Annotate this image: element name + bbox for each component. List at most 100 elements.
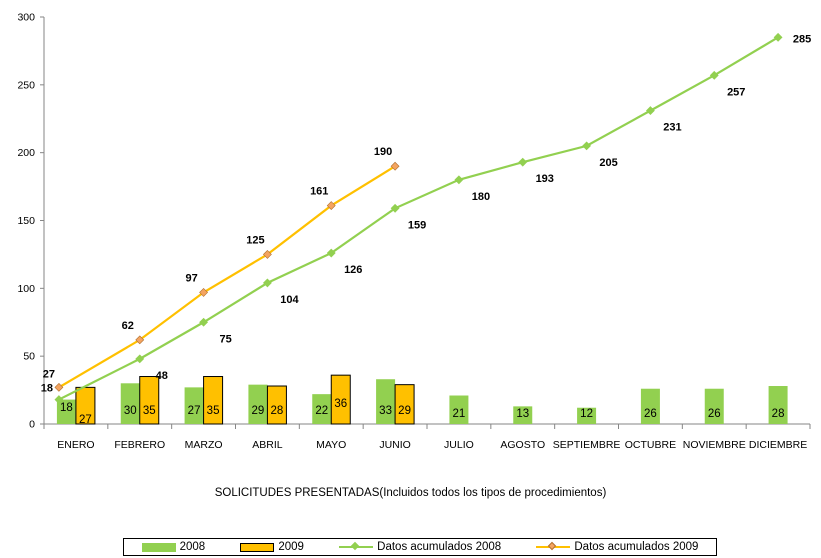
legend-item-2009: 2009 (240, 541, 304, 553)
y-tick-label: 50 (23, 351, 35, 363)
bar-label-2009: 35 (207, 405, 220, 417)
legend-label-acum-2009: Datos acumulados 2009 (574, 541, 699, 553)
x-tick-label: AGOSTO (500, 439, 545, 451)
acum-2008-data-label: 75 (219, 333, 231, 345)
bar-2009 (266, 385, 287, 425)
legend-swatch-acum-2009 (536, 541, 571, 552)
bar-label-2008: 29 (252, 405, 265, 417)
acum-2008-data-label: 205 (599, 157, 617, 169)
x-tick-label: NOVIEMBRE (683, 439, 746, 451)
bar-label-2009: 28 (271, 405, 284, 417)
x-tick-label: MARZO (185, 439, 223, 451)
x-tick-label: MAYO (316, 439, 346, 451)
acum-2008-point (645, 106, 655, 116)
bar-2008 (704, 388, 724, 424)
bar-2009 (139, 376, 160, 425)
bar-2009 (203, 376, 224, 425)
acum-2008-point (135, 354, 145, 364)
chart-axes: 0 50 100 150 200 250 300 ENERO FEBRERO MARZO ABRIL… (17, 12, 811, 451)
legend-label-2008: 2008 (179, 541, 206, 553)
y-tick-label: 300 (17, 12, 35, 24)
bar-2008 (376, 379, 396, 424)
acum-2009-data-label: 161 (310, 186, 328, 198)
acum-2008-data-label: 104 (280, 294, 299, 306)
acum-2008-data-label: 257 (727, 86, 745, 98)
bar-label-2009: 35 (143, 405, 156, 417)
y-tick-label: 200 (17, 147, 35, 159)
y-tick-label: 0 (29, 419, 35, 431)
acum-2008-point (454, 175, 464, 185)
acum-2008-data-label: 193 (536, 173, 554, 185)
bar-2008 (184, 387, 204, 424)
acum-2009-point (326, 201, 336, 211)
legend-swatch-acum-2008 (339, 541, 374, 552)
x-tick-label: JUNIO (379, 439, 411, 451)
acum-2008-point (709, 70, 719, 80)
x-tick-label: OCTUBRE (625, 439, 676, 451)
acum-2008-point (326, 248, 336, 258)
acum-2009-data-label: 27 (43, 368, 55, 380)
x-tick-label: JULIO (444, 439, 474, 451)
legend-swatch-2009 (240, 542, 275, 552)
x-tick-label: FEBRERO (114, 439, 165, 451)
chart-bars (56, 374, 788, 425)
bar-label-2008: 22 (315, 405, 328, 417)
acum-2009-point (199, 287, 209, 297)
acum-2009-point (135, 335, 145, 345)
acum-2009-data-label: 125 (246, 234, 264, 246)
bar-label-2009: 29 (398, 405, 411, 417)
legend-swatch-2008 (141, 542, 176, 552)
bar-label-2008: 26 (644, 408, 657, 420)
acum-2008-point (199, 317, 209, 327)
bar-2008 (768, 386, 788, 424)
x-tick-label: ABRIL (252, 439, 283, 451)
bar-label-2008: 12 (580, 408, 593, 420)
acum-2008-point (262, 278, 272, 288)
y-tick-label: 100 (17, 283, 35, 295)
acum-2008-point (54, 395, 64, 405)
acum-2008-data-label: 126 (344, 264, 362, 276)
x-tick-label: DICIEMBRE (749, 439, 807, 451)
x-tick-label: ENERO (57, 439, 94, 451)
x-tick-label: SEPTIEMBRE (553, 439, 621, 451)
bar-label-2008: 27 (188, 405, 201, 417)
x-axis-title: SOLICITUDES PRESENTADAS(Incluidos todos … (214, 487, 607, 499)
acum-2008-point (582, 141, 592, 151)
bar-label-2008: 33 (379, 405, 392, 417)
acum-2008-data-label: 180 (472, 191, 490, 203)
chart-legend: 2008 2009 Datos acumulados 2008 Datos ac… (123, 538, 717, 556)
bar-2008 (513, 406, 533, 424)
bar-label-2008: 30 (124, 405, 137, 417)
bar-2008 (120, 383, 140, 424)
y-tick-label: 250 (17, 79, 35, 91)
acum-2009-data-label: 62 (122, 320, 134, 332)
legend-item-2008: 2008 (141, 541, 206, 553)
bar-label-2009: 27 (79, 414, 92, 426)
acum-2009-data-label: 190 (374, 146, 392, 158)
bar-label-2008: 18 (60, 402, 73, 414)
chart-data-labels: 18 27 30 35 27 35 29 28 22 36 33 29 21 13 12 26 26 28 18 48… (41, 33, 811, 426)
acum-2009-point (54, 382, 64, 392)
bar-label-2008: 26 (708, 408, 721, 420)
legend-label-acum-2008: Datos acumulados 2008 (377, 541, 502, 553)
bar-label-2009: 36 (334, 398, 347, 410)
acum-2008-data-label: 18 (41, 383, 53, 395)
bar-2008 (577, 407, 597, 424)
acum-2008-point (773, 32, 783, 42)
legend-item-acum-2008: Datos acumulados 2008 (339, 541, 501, 553)
bar-2008 (640, 388, 660, 424)
acum-2009-line (58, 165, 396, 389)
y-tick-label: 150 (17, 215, 35, 227)
acum-2008-data-label: 48 (156, 370, 168, 382)
chart-lines (54, 32, 783, 405)
acum-2008-data-label: 159 (408, 219, 426, 231)
bar-2009 (330, 374, 351, 425)
bar-label-2008: 21 (453, 408, 466, 420)
acum-2009-point (262, 249, 272, 259)
legend-item-acum-2009: Datos acumulados 2009 (536, 541, 698, 553)
bar-2008 (56, 399, 76, 424)
acum-2009-point (390, 161, 400, 171)
acum-2008-point (518, 157, 528, 167)
acum-2009-data-label: 97 (185, 272, 197, 284)
